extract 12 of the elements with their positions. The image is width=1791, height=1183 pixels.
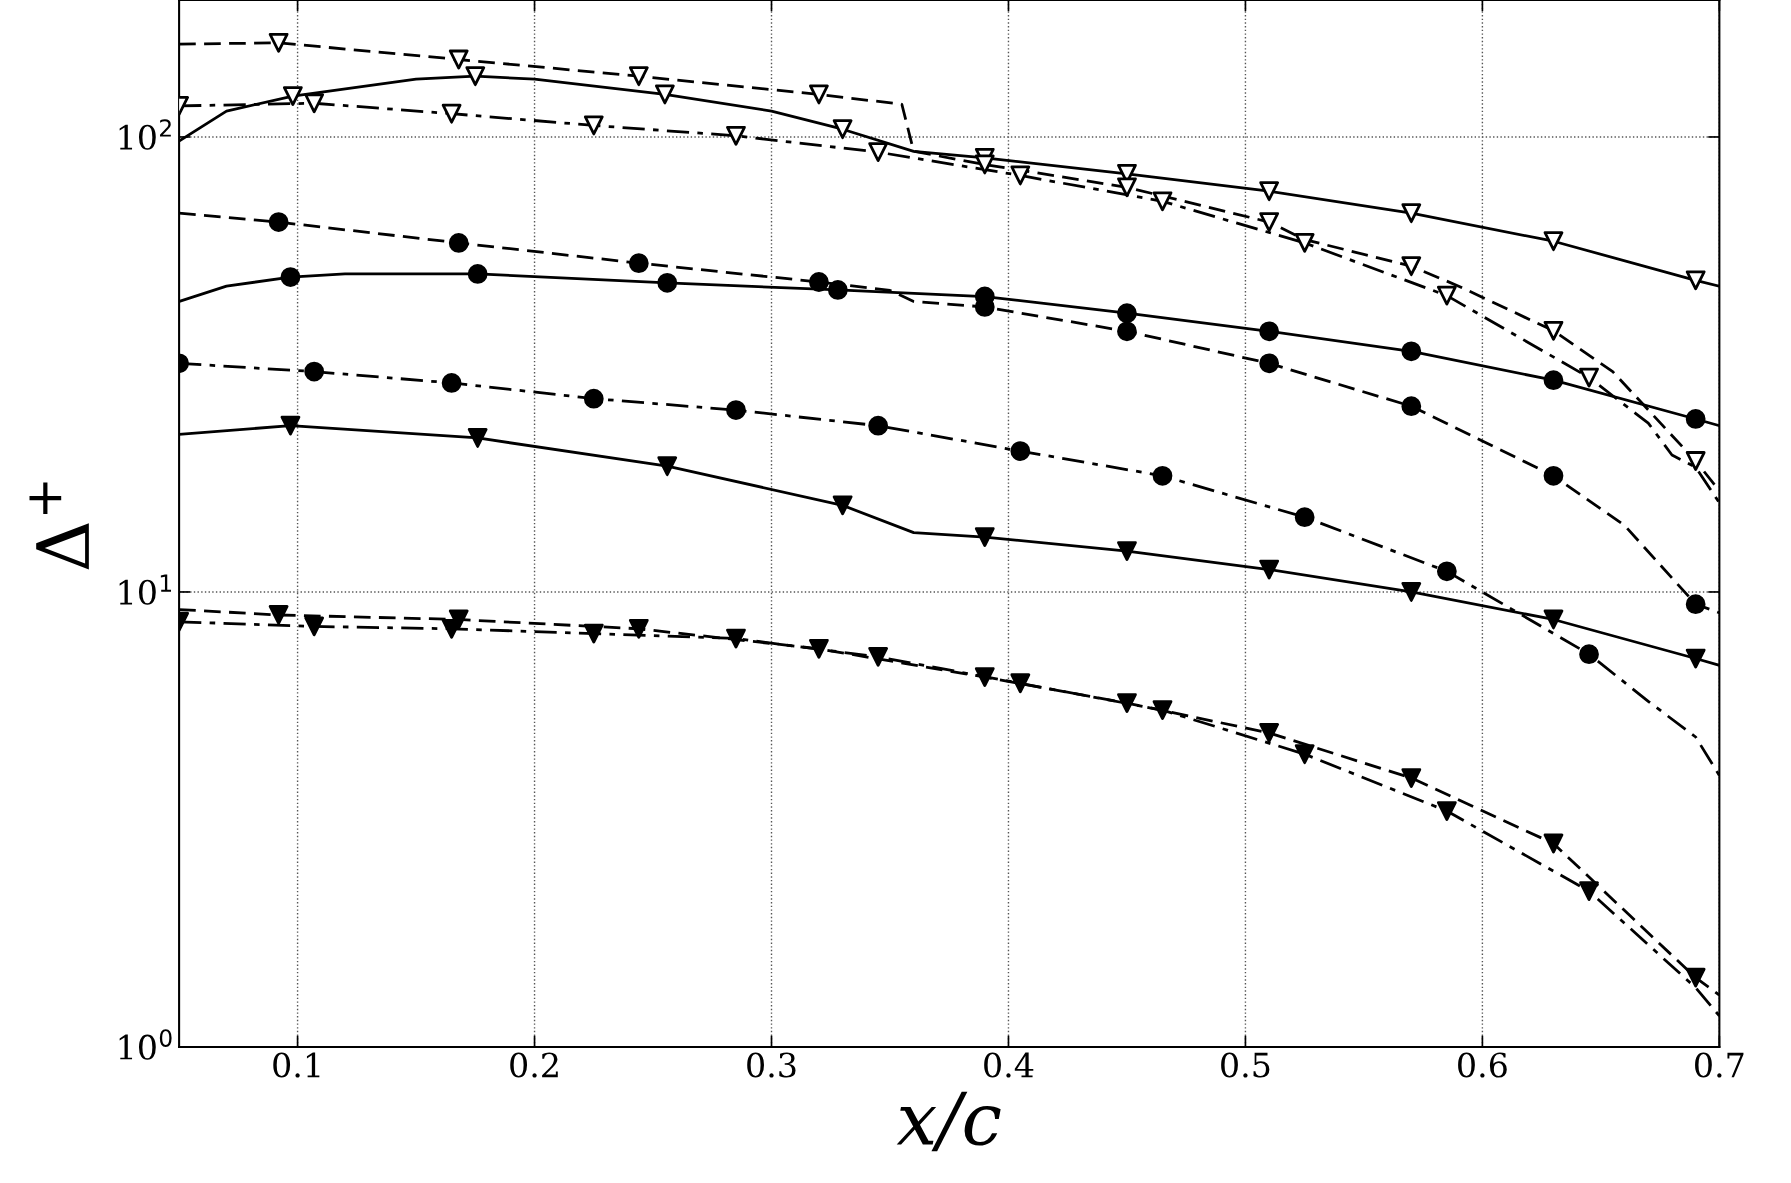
x-tick-label: 0.3 — [747, 1052, 796, 1078]
x-axis-title: x/c — [896, 1091, 1001, 1152]
x-tick-label: 0.7 — [1695, 1052, 1744, 1078]
y-tick-label: 10$^{1}$ — [119, 574, 171, 605]
y-tick-label: 10$^{0}$ — [119, 1029, 172, 1060]
x-tick-label: 0.6 — [1458, 1052, 1507, 1078]
x-tick-label: 0.4 — [984, 1052, 1034, 1078]
y-axis-title: Δ$^{+}$ — [29, 482, 89, 570]
x-tick-label: 0.5 — [1221, 1052, 1270, 1078]
y-tick-label: 10$^{2}$ — [119, 119, 171, 150]
x-tick-label: 0.1 — [273, 1052, 320, 1078]
x-tick-label: 0.2 — [510, 1052, 558, 1078]
